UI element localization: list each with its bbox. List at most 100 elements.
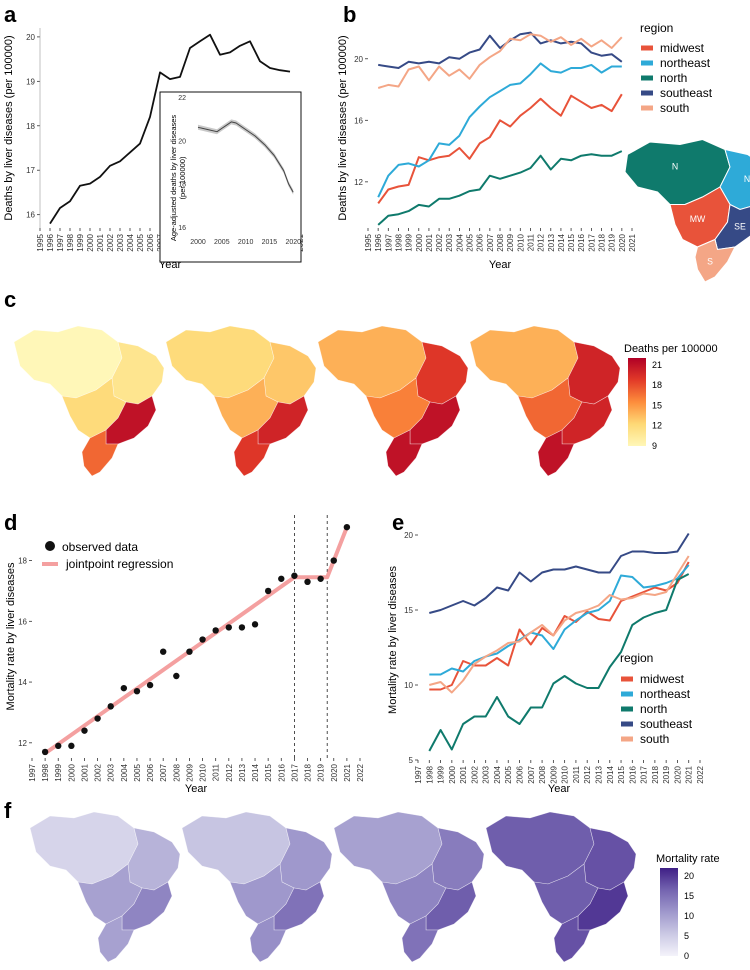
series-line-southeast: [378, 31, 623, 69]
series-line-north: [377, 150, 623, 226]
x-tick-label: 2015: [567, 233, 576, 251]
observed-point: [291, 572, 298, 579]
x-tick-label: 2018: [598, 233, 607, 251]
y-axis-label: Mortality rate by liver diseases: [5, 562, 17, 710]
region-key-label-S: S: [707, 257, 713, 267]
x-tick-label: 2007: [486, 233, 495, 251]
map-region-S: [81, 429, 119, 477]
observed-point: [212, 627, 219, 634]
map-region-S: [249, 915, 287, 963]
panel-letter-f: f: [4, 798, 12, 823]
x-tick-label: 2006: [146, 763, 155, 781]
map-region-S: [553, 915, 591, 963]
x-tick-label: 2003: [107, 763, 116, 781]
observed-point: [133, 687, 141, 695]
x-tick-label: 2005: [504, 765, 513, 783]
x-tick-label: 2018: [651, 765, 660, 783]
legend-label-northeast: northeast: [660, 56, 711, 70]
x-tick-label: 2008: [496, 233, 505, 251]
x-tick-label: 2010: [516, 233, 525, 251]
region-key-label-SE: SE: [734, 222, 746, 232]
inset-confidence-band: [198, 119, 294, 195]
region-key-label-N: N: [672, 162, 678, 172]
x-tick-label: 2020: [330, 763, 339, 781]
chart-b: 1995 1996 1997 1998 1999 2000 2001 2002 2003 2004…: [337, 21, 750, 283]
region-key-shape-S: [694, 238, 736, 283]
x-tick-label: 2002: [94, 763, 103, 781]
x-tick-label: 2019: [317, 763, 326, 781]
observed-point: [107, 703, 114, 710]
x-tick-label: 2020: [618, 233, 627, 251]
legend-label-observed: observed data: [62, 540, 138, 554]
map-2020: [469, 325, 621, 477]
observed-point: [186, 648, 193, 655]
x-tick-label: 2009: [506, 233, 515, 251]
x-tick-label: 2001: [80, 763, 89, 781]
x-tick-label: 2012: [583, 765, 592, 783]
colorbar-tick-label: 5: [684, 931, 689, 941]
y-tick-label: 12: [18, 739, 27, 748]
x-tick-label: 2015: [264, 763, 273, 781]
y-tick-label: 5: [409, 756, 414, 765]
x-tick-label: 1995: [36, 233, 45, 251]
x-tick-label: 2005: [133, 763, 142, 781]
region-key-label-NE: NE: [744, 174, 750, 184]
y-tick-label: 20: [404, 531, 413, 540]
x-tick-label: 2004: [493, 765, 502, 783]
x-tick-label: 2000: [67, 763, 76, 781]
legend-label-south: south: [660, 101, 689, 115]
x-tick-label: 2000: [448, 765, 457, 783]
x-tick-label: 2004: [120, 763, 129, 781]
x-tick-label: 2011: [212, 763, 221, 781]
x-tick-label: 1999: [54, 763, 63, 781]
x-tick-label: 2017: [640, 765, 649, 783]
y-tick-label: 14: [18, 678, 27, 687]
inset-x-tick-label: 2015: [262, 239, 278, 246]
x-tick-label: 2001: [425, 233, 434, 251]
x-tick-label: 2001: [96, 233, 105, 251]
x-tick-label: 2008: [172, 763, 181, 781]
x-tick-label: 2004: [126, 233, 135, 251]
legend-label-midwest: midwest: [660, 41, 705, 55]
x-tick-label: 2021: [343, 763, 352, 781]
legend-label-midwest: midwest: [640, 672, 685, 686]
observed-point: [81, 727, 88, 734]
map-region-S: [385, 429, 423, 477]
panel-letter-b: b: [343, 2, 356, 27]
legend-label-north: north: [640, 702, 667, 716]
x-tick-label: 2020: [673, 765, 682, 783]
inset-x-tick-label: 2010: [238, 239, 254, 246]
x-tick-label: 2021: [628, 233, 637, 251]
legend-swatch-observed: [45, 541, 55, 551]
x-tick-label: 1999: [76, 233, 85, 251]
y-tick-label: 16: [26, 211, 35, 220]
map-1998: [29, 811, 181, 963]
x-tick-label: 1999: [437, 765, 446, 783]
inset-y-axis-label: Age-adjusted deaths by liver diseases(pe…: [169, 115, 187, 242]
x-tick-label: 1997: [56, 233, 65, 251]
legend-label-jointpoint: jointpoint regression: [65, 557, 173, 571]
x-tick-label: 2013: [238, 763, 247, 781]
x-tick-label: 2019: [662, 765, 671, 783]
x-tick-label: 1998: [41, 763, 50, 781]
y-tick-label: 20: [26, 33, 35, 42]
y-tick-label: 16: [18, 617, 27, 626]
legend-label-north: north: [660, 71, 687, 85]
observed-point: [317, 575, 324, 582]
x-axis-label: Year: [489, 259, 512, 271]
observed-point: [278, 575, 285, 582]
region-key-map: N NE MW SE S: [624, 138, 750, 283]
legend-label-northeast: northeast: [640, 687, 691, 701]
observed-point: [343, 523, 351, 531]
x-tick-label: 2016: [628, 765, 637, 783]
observed-point: [68, 742, 75, 750]
observed-point: [330, 557, 337, 564]
colorbar-tick-label: 10: [684, 911, 694, 921]
series-line-south: [377, 33, 623, 89]
colorbar: [628, 358, 646, 446]
x-tick-label: 2017: [290, 763, 299, 781]
observed-point: [160, 648, 167, 655]
legend-label-southeast: southeast: [640, 717, 693, 731]
observed-point: [120, 684, 128, 692]
